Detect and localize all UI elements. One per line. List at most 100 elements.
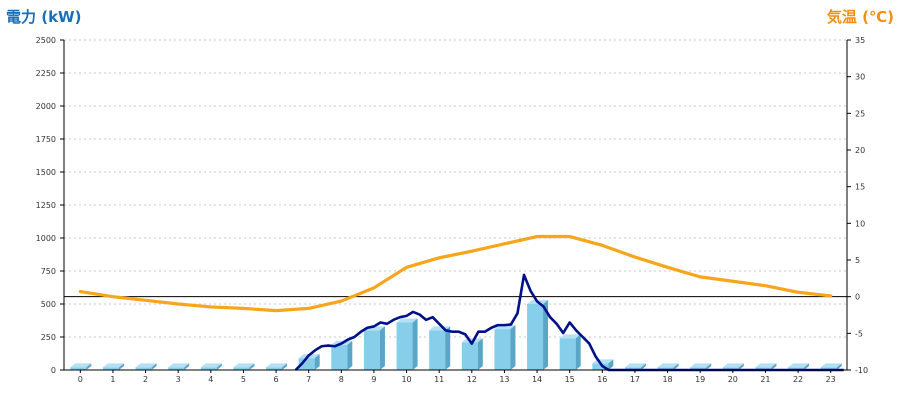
- right-tick-label: 35: [855, 36, 865, 45]
- power-bar-top: [200, 363, 222, 368]
- power-bar-side: [249, 363, 255, 370]
- power-bar-front: [396, 322, 413, 370]
- temperature-line: [78, 234, 833, 313]
- power-bar-front: [135, 367, 152, 370]
- power-bar-front: [788, 367, 805, 370]
- grid-lines: [64, 39, 847, 338]
- power-bar-side: [184, 363, 190, 370]
- power-line: [294, 273, 844, 372]
- left-tick-label: 2250: [36, 69, 56, 78]
- power-bar-side: [706, 363, 712, 370]
- right-tick-label: -5: [855, 329, 863, 338]
- power-bar: [102, 363, 124, 370]
- power-bar-side: [347, 340, 353, 370]
- x-tick-label: 5: [241, 375, 246, 384]
- x-tick-label: 9: [371, 375, 376, 384]
- power-bar-top: [559, 334, 581, 339]
- x-tick-label: 12: [467, 375, 477, 384]
- power-bar-front: [657, 367, 674, 370]
- power-bar-top: [624, 363, 646, 368]
- power-bar-front: [624, 367, 641, 370]
- power-bar-front: [233, 367, 250, 370]
- power-bar: [396, 318, 418, 370]
- x-tick-label: 20: [728, 375, 738, 384]
- power-bar: [755, 363, 777, 370]
- power-bar-side: [314, 354, 320, 370]
- power-bar-top: [135, 363, 157, 368]
- power-bar: [70, 363, 92, 370]
- power-bar-front: [755, 367, 772, 370]
- power-bar-side: [640, 363, 646, 370]
- power-bar-front: [722, 367, 739, 370]
- power-bar: [363, 326, 385, 370]
- power-bar-side: [510, 325, 516, 370]
- power-bar-side: [738, 363, 744, 370]
- power-bar-side: [477, 338, 483, 370]
- power-bar-top: [70, 363, 92, 368]
- power-bar-side: [151, 363, 157, 370]
- power-bar-side: [445, 326, 451, 370]
- x-tick-label: 3: [176, 375, 181, 384]
- power-bar-front: [331, 344, 348, 370]
- right-tick-label: 10: [855, 219, 865, 228]
- x-tick-label: 2: [143, 375, 148, 384]
- power-bars: [70, 300, 842, 370]
- power-bar: [722, 363, 744, 370]
- power-bar-front: [592, 363, 609, 370]
- x-tick-label: 14: [532, 375, 542, 384]
- power-bar: [461, 338, 483, 370]
- power-bar: [233, 363, 255, 370]
- power-bar-top: [102, 363, 124, 368]
- left-tick-label: 2000: [36, 102, 56, 111]
- power-bar-top: [266, 363, 288, 368]
- power-bar-front: [298, 358, 315, 370]
- x-tick-label: 4: [208, 375, 213, 384]
- power-bar-side: [836, 363, 842, 370]
- power-bar-front: [266, 367, 283, 370]
- power-bar-side: [575, 334, 581, 370]
- right-tick-label: 30: [855, 73, 865, 82]
- power-bar: [657, 363, 679, 370]
- power-bar-top: [690, 363, 712, 368]
- x-tick-label: 7: [306, 375, 311, 384]
- left-tick-label: 500: [41, 300, 56, 309]
- power-bar-front: [168, 367, 185, 370]
- x-tick-label: 23: [826, 375, 836, 384]
- x-tick-label: 1: [110, 375, 115, 384]
- power-bar-top: [396, 318, 418, 323]
- power-bar-front: [820, 367, 837, 370]
- left-tick-label: 2500: [36, 36, 56, 45]
- right-tick-label: 0: [855, 293, 860, 302]
- x-tick-label: 16: [597, 375, 607, 384]
- series-lines: [78, 234, 844, 372]
- power-bar-side: [608, 359, 614, 370]
- x-tick-label: 10: [401, 375, 411, 384]
- left-tick-label: 0: [51, 366, 56, 375]
- power-bar-front: [429, 330, 446, 370]
- right-tick-label: 25: [855, 109, 865, 118]
- power-bar: [266, 363, 288, 370]
- power-bar-top: [233, 363, 255, 368]
- power-bar: [624, 363, 646, 370]
- power-bar-side: [216, 363, 222, 370]
- left-tick-label: 1500: [36, 168, 56, 177]
- tick-labels: 02505007501000125015001750200022502500-1…: [36, 36, 868, 384]
- power-bar-front: [363, 330, 380, 370]
- left-tick-label: 1750: [36, 135, 56, 144]
- left-axis-title: 電力 (kW): [6, 8, 82, 26]
- x-tick-label: 19: [695, 375, 705, 384]
- x-tick-label: 11: [434, 375, 444, 384]
- power-bar: [527, 300, 549, 370]
- power-bar-front: [200, 367, 217, 370]
- power-bar: [559, 334, 581, 370]
- power-bar-side: [543, 300, 549, 370]
- left-tick-label: 1000: [36, 234, 56, 243]
- power-bar-side: [379, 326, 385, 370]
- axes: [60, 39, 851, 373]
- right-tick-label: 15: [855, 183, 865, 192]
- power-bar: [135, 363, 157, 370]
- right-tick-label: 5: [855, 256, 860, 265]
- power-bar-front: [494, 329, 511, 370]
- right-tick-label: -10: [855, 366, 868, 375]
- power-bar-front: [690, 367, 707, 370]
